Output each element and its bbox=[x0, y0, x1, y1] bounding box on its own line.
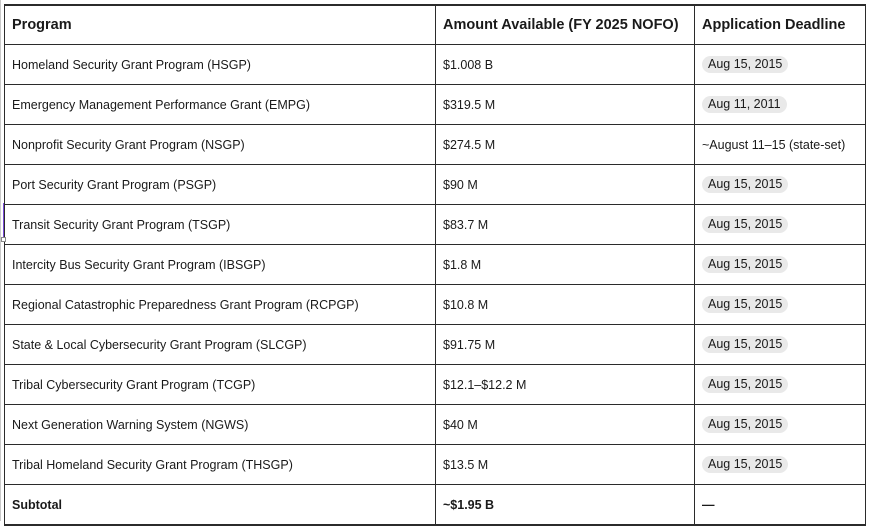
deadline-cell[interactable]: ~August 11–15 (state-set) bbox=[694, 124, 866, 165]
program-cell[interactable]: Emergency Management Performance Grant (… bbox=[4, 84, 436, 125]
amount-cell[interactable]: $83.7 M bbox=[435, 204, 695, 245]
program-cell[interactable]: Transit Security Grant Program (TSGP) bbox=[4, 204, 436, 245]
deadline-cell[interactable]: Aug 15, 2015 bbox=[694, 284, 866, 325]
header-program[interactable]: Program bbox=[4, 4, 436, 45]
program-cell[interactable]: Tribal Cybersecurity Grant Program (TCGP… bbox=[4, 364, 436, 405]
date-chip[interactable]: Aug 15, 2015 bbox=[702, 216, 789, 233]
amount-cell[interactable]: $319.5 M bbox=[435, 84, 695, 125]
table-row: Nonprofit Security Grant Program (NSGP) … bbox=[4, 124, 866, 165]
amount-cell[interactable]: $10.8 M bbox=[435, 284, 695, 325]
table-row: Transit Security Grant Program (TSGP) $8… bbox=[4, 204, 866, 245]
table-row: Regional Catastrophic Preparedness Grant… bbox=[4, 284, 866, 325]
subtotal-deadline[interactable]: — bbox=[694, 484, 866, 526]
amount-cell[interactable]: $1.008 B bbox=[435, 44, 695, 85]
amount-cell[interactable]: $274.5 M bbox=[435, 124, 695, 165]
subtotal-label[interactable]: Subtotal bbox=[4, 484, 436, 526]
header-amount[interactable]: Amount Available (FY 2025 NOFO) bbox=[435, 4, 695, 45]
resize-handle[interactable] bbox=[1, 237, 6, 242]
date-chip[interactable]: Aug 15, 2015 bbox=[702, 296, 789, 313]
program-cell[interactable]: Nonprofit Security Grant Program (NSGP) bbox=[4, 124, 436, 165]
table-row: Tribal Homeland Security Grant Program (… bbox=[4, 444, 866, 485]
grants-table: Program Amount Available (FY 2025 NOFO) … bbox=[4, 4, 866, 526]
table-row: Next Generation Warning System (NGWS) $4… bbox=[4, 404, 866, 445]
deadline-cell[interactable]: Aug 15, 2015 bbox=[694, 444, 866, 485]
subtotal-row: Subtotal ~$1.95 B — bbox=[4, 484, 866, 526]
amount-cell[interactable]: $91.75 M bbox=[435, 324, 695, 365]
text-cursor bbox=[3, 203, 4, 240]
date-chip[interactable]: Aug 15, 2015 bbox=[702, 336, 789, 353]
date-chip[interactable]: Aug 15, 2015 bbox=[702, 256, 789, 273]
deadline-cell[interactable]: Aug 15, 2015 bbox=[694, 44, 866, 85]
date-chip[interactable]: Aug 15, 2015 bbox=[702, 456, 789, 473]
table-row: Tribal Cybersecurity Grant Program (TCGP… bbox=[4, 364, 866, 405]
table-header-row: Program Amount Available (FY 2025 NOFO) … bbox=[4, 4, 866, 45]
program-cell[interactable]: Homeland Security Grant Program (HSGP) bbox=[4, 44, 436, 85]
deadline-cell[interactable]: Aug 15, 2015 bbox=[694, 244, 866, 285]
deadline-cell[interactable]: Aug 15, 2015 bbox=[694, 364, 866, 405]
subtotal-amount[interactable]: ~$1.95 B bbox=[435, 484, 695, 526]
program-cell[interactable]: Next Generation Warning System (NGWS) bbox=[4, 404, 436, 445]
date-chip[interactable]: Aug 15, 2015 bbox=[702, 376, 789, 393]
program-cell[interactable]: Regional Catastrophic Preparedness Grant… bbox=[4, 284, 436, 325]
table-row: Port Security Grant Program (PSGP) $90 M… bbox=[4, 164, 866, 205]
table-row: Intercity Bus Security Grant Program (IB… bbox=[4, 244, 866, 285]
date-chip[interactable]: Aug 15, 2015 bbox=[702, 56, 789, 73]
deadline-cell[interactable]: Aug 15, 2015 bbox=[694, 324, 866, 365]
table-row: Emergency Management Performance Grant (… bbox=[4, 84, 866, 125]
program-cell[interactable]: Intercity Bus Security Grant Program (IB… bbox=[4, 244, 436, 285]
amount-cell[interactable]: $13.5 M bbox=[435, 444, 695, 485]
date-chip[interactable]: Aug 11, 2011 bbox=[702, 96, 787, 113]
date-chip[interactable]: Aug 15, 2015 bbox=[702, 176, 789, 193]
program-cell[interactable]: Port Security Grant Program (PSGP) bbox=[4, 164, 436, 205]
amount-cell[interactable]: $12.1–$12.2 M bbox=[435, 364, 695, 405]
deadline-cell[interactable]: Aug 15, 2015 bbox=[694, 404, 866, 445]
program-cell[interactable]: Tribal Homeland Security Grant Program (… bbox=[4, 444, 436, 485]
amount-cell[interactable]: $40 M bbox=[435, 404, 695, 445]
table-row: Homeland Security Grant Program (HSGP) $… bbox=[4, 44, 866, 85]
deadline-cell[interactable]: Aug 15, 2015 bbox=[694, 164, 866, 205]
header-deadline[interactable]: Application Deadline bbox=[694, 4, 866, 45]
deadline-cell[interactable]: Aug 15, 2015 bbox=[694, 204, 866, 245]
date-chip[interactable]: Aug 15, 2015 bbox=[702, 416, 789, 433]
table-row: State & Local Cybersecurity Grant Progra… bbox=[4, 324, 866, 365]
page-edge-divider bbox=[0, 0, 1, 521]
amount-cell[interactable]: $1.8 M bbox=[435, 244, 695, 285]
program-cell[interactable]: State & Local Cybersecurity Grant Progra… bbox=[4, 324, 436, 365]
amount-cell[interactable]: $90 M bbox=[435, 164, 695, 205]
table-body: Homeland Security Grant Program (HSGP) $… bbox=[4, 44, 866, 526]
deadline-cell[interactable]: Aug 11, 2011 bbox=[694, 84, 866, 125]
